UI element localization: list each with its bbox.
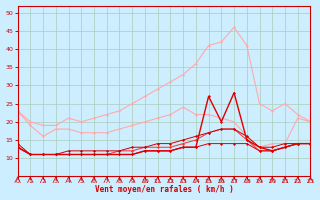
X-axis label: Vent moyen/en rafales ( km/h ): Vent moyen/en rafales ( km/h )	[95, 185, 233, 194]
